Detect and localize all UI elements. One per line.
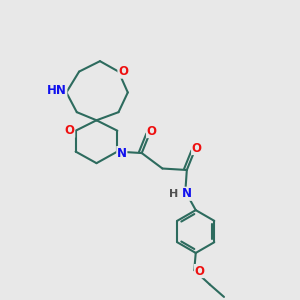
Text: O: O: [118, 65, 128, 78]
Text: HN: HN: [47, 85, 67, 98]
Text: O: O: [194, 265, 204, 278]
Text: N: N: [117, 147, 127, 160]
Text: O: O: [192, 142, 202, 154]
Text: O: O: [65, 124, 75, 137]
Text: N: N: [182, 187, 192, 200]
Text: O: O: [146, 124, 157, 138]
Text: H: H: [169, 189, 179, 199]
